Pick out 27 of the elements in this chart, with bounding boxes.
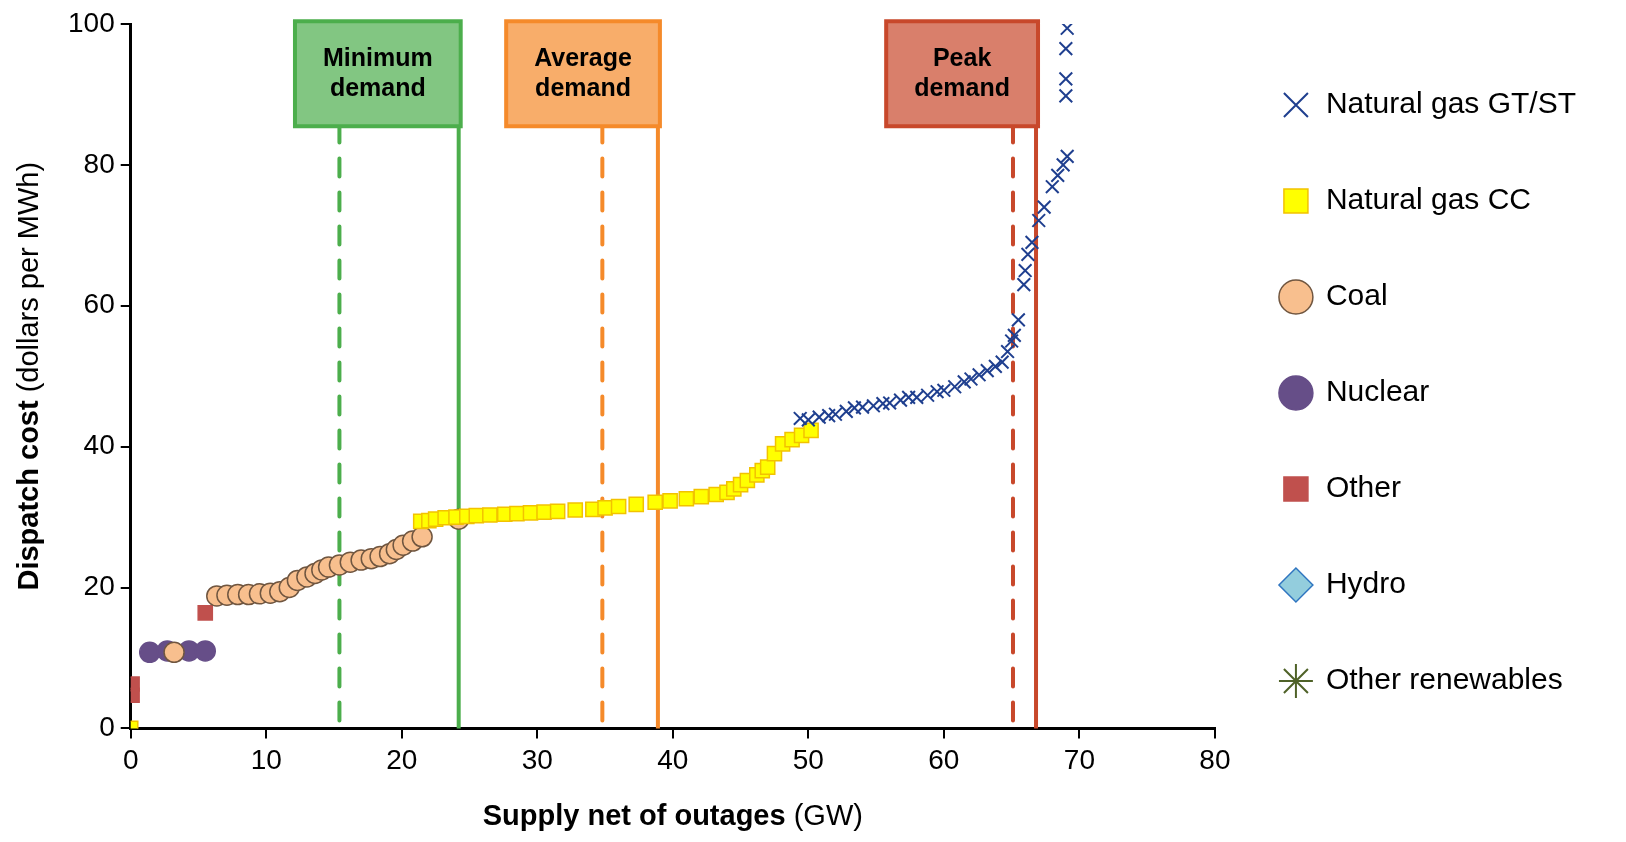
y-tick-label: 60 [83,288,115,320]
x-tick-label: 80 [1199,743,1231,775]
ref-line-label: Peak demand [914,42,1011,101]
y-tick-label: 100 [68,6,115,38]
x-axis-title: Supply net of outages (GW) [482,799,863,831]
ref-line-label: Average demand [534,42,632,101]
y-tick-label: 0 [99,711,115,743]
x-tick-label: 0 [122,743,139,775]
legend-label: Other renewables [1325,662,1563,696]
legend-label: Nuclear [1325,374,1430,408]
x-tick-label: 30 [521,743,553,775]
y-tick-label: 40 [83,429,115,461]
x-tick-label: 60 [928,743,960,775]
x-tick-label: 10 [250,743,282,775]
legend-label: Coal [1325,278,1388,312]
x-tick-label: 20 [386,743,418,775]
y-tick-label: 20 [83,570,115,602]
y-tick-label: 80 [83,147,115,179]
legend-label: Natural gas CC [1325,182,1531,216]
y-axis-title: Dispatch cost (dollars per MWh) [12,161,44,591]
legend-label: Other [1325,470,1401,504]
legend-label: Hydro [1325,566,1406,600]
x-tick-label: 70 [1063,743,1095,775]
x-tick-label: 40 [657,743,689,775]
ref-line-label: Minimum demand [322,42,433,101]
legend-label: Natural gas GT/ST [1325,86,1576,120]
x-tick-label: 50 [792,743,824,775]
